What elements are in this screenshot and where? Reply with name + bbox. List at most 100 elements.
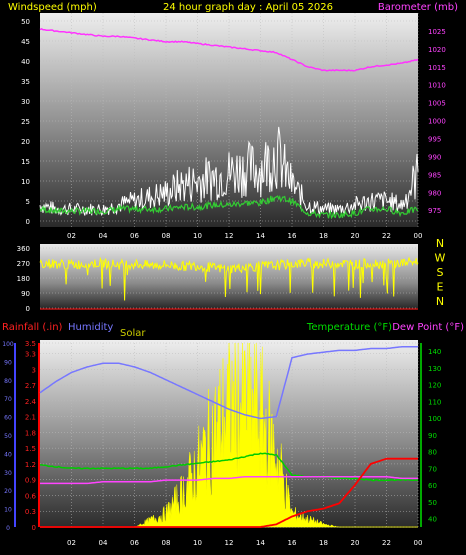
rain-y-tick-label: 3.5 [25,340,36,348]
bottom-series [39,342,419,528]
humidity-y-tick-label: 10 [4,507,12,514]
barometer-y-tick-label: 995 [428,136,441,144]
x-tick-label: 12 [225,232,234,240]
temperature-y-tick-label: 60 [428,482,437,490]
direction-letter: N [436,295,444,308]
rainfall-line [40,457,418,528]
x-tick-label: 10 [193,539,202,547]
rain-y-tick-label: 1.8 [25,429,36,437]
temperature-line [40,452,419,482]
wind-y-tick-label: 5 [26,198,30,206]
x-tick-label: 20 [351,539,360,547]
barometer-y-tick-label: 1025 [428,28,446,36]
barometer-line [39,28,419,72]
temperature-y-tick-label: 110 [428,398,441,406]
x-tick-label: 06 [130,232,139,240]
wind-gust-line [39,126,419,217]
temperature-y-tick-label: 50 [428,499,437,507]
dewpoint-line [40,475,418,485]
direction-y-axis: 0 90 180 270 360 [17,245,30,313]
wind-y-tick-label: 20 [21,138,30,146]
wind-panel-background [40,13,418,227]
temperature-y-tick-label: 130 [428,365,441,373]
barometer-y-tick-label: 990 [428,153,441,161]
direction-y-tick-label: 270 [17,260,30,268]
rain-y-axis: 0 0.3 0.6 0.9 1.2 1.5 1.8 2.1 2.4 2.7 3 3.3 3.5 [25,340,40,532]
x-tick-label: 02 [67,232,76,240]
barometer-y-tick-label: 1020 [428,46,446,54]
x-tick-label: 18 [319,539,328,547]
x-tick-label: 08 [162,539,171,547]
wind-y-tick-label: 10 [21,178,30,186]
rain-y-tick-label: 0 [32,524,36,532]
rain-y-tick-label: 2.7 [25,382,36,390]
temperature-y-tick-label: 40 [428,516,437,524]
rain-y-tick-label: 3.3 [25,351,36,359]
x-tick-label: 00 [414,539,423,547]
barometer-y-tick-label: 1005 [428,100,446,108]
humidity-y-tick-label: 0 [6,525,10,532]
wind-y-tick-label: 30 [21,98,30,106]
wind-series [39,28,419,220]
x-tick-label: 16 [288,232,297,240]
x-tick-label: 08 [162,232,171,240]
x-tick-label: 06 [130,539,139,547]
humidity-y-tick-label: 50 [4,433,12,440]
humidity-line [39,345,418,420]
direction-y-tick-label: 360 [17,245,30,253]
humidity-y-axis: 0 10 20 30 40 50 60 70 80 90 100 [2,341,16,532]
x-tick-label: 04 [99,539,108,547]
humidity-y-tick-label: 90 [4,359,12,366]
x-tick-label: 22 [382,232,391,240]
wind-panel-grid [40,13,419,227]
temperature-y-tick-label: 70 [428,465,437,473]
direction-y-tick-label: 90 [21,290,30,298]
barometer-y-tick-label: 980 [428,189,441,197]
wind-average-line [39,194,419,220]
wind-y-tick-label: 40 [21,58,30,66]
humidity-y-tick-label: 80 [4,378,12,385]
humidity-y-tick-label: 70 [4,396,12,403]
rain-y-tick-label: 2.4 [25,398,37,406]
barometer-y-tick-label: 1015 [428,64,446,72]
barometer-y-tick-label: 1000 [428,118,446,126]
rain-y-tick-label: 2.1 [25,414,36,422]
wind-y-tick-label: 45 [21,38,30,46]
x-tick-label: 20 [351,232,360,240]
bottom-x-axis: 02 04 06 08 10 12 14 16 18 20 22 00 [67,539,422,547]
direction-y-tick-label: 0 [26,305,30,313]
wind-y-tick-label: 25 [21,118,30,126]
barometer-y-axis: 975 980 985 990 995 1000 1005 1010 1015 1020 1025 [428,28,446,215]
rainfall-label: Rainfall (.in) [2,322,63,333]
x-tick-label: 04 [99,232,108,240]
wind-y-tick-label: 0 [26,218,30,226]
humidity-y-tick-label: 40 [4,451,12,458]
temperature-y-tick-label: 90 [428,432,437,440]
humidity-y-tick-label: 20 [4,488,12,495]
rain-y-tick-label: 1.2 [25,461,36,469]
wind-y-tick-label: 15 [21,158,30,166]
wind-x-axis: 02 04 06 08 10 12 14 16 18 20 22 00 [67,232,422,240]
direction-letter: S [437,266,444,279]
temperature-y-tick-label: 100 [428,415,441,423]
humidity-label: Humidity [68,322,113,333]
humidity-y-tick-label: 60 [4,415,12,422]
rain-y-tick-label: 0.3 [25,508,36,516]
wind-direction-line [39,256,419,301]
x-tick-label: 18 [319,232,328,240]
barometer-y-tick-label: 975 [428,207,441,215]
direction-letter: W [435,252,446,265]
x-tick-label: 00 [414,232,423,240]
temperature-y-tick-label: 80 [428,449,437,457]
wind-y-tick-label: 35 [21,78,30,86]
temperature-y-tick-label: 120 [428,382,441,390]
direction-series [39,256,419,310]
temperature-y-tick-label: 140 [428,348,441,356]
barometer-y-tick-label: 1010 [428,82,446,90]
rain-y-tick-label: 0.9 [25,477,36,485]
x-tick-label: 12 [225,539,234,547]
solar-label: Solar [120,328,146,339]
direction-letter: N [436,237,444,250]
